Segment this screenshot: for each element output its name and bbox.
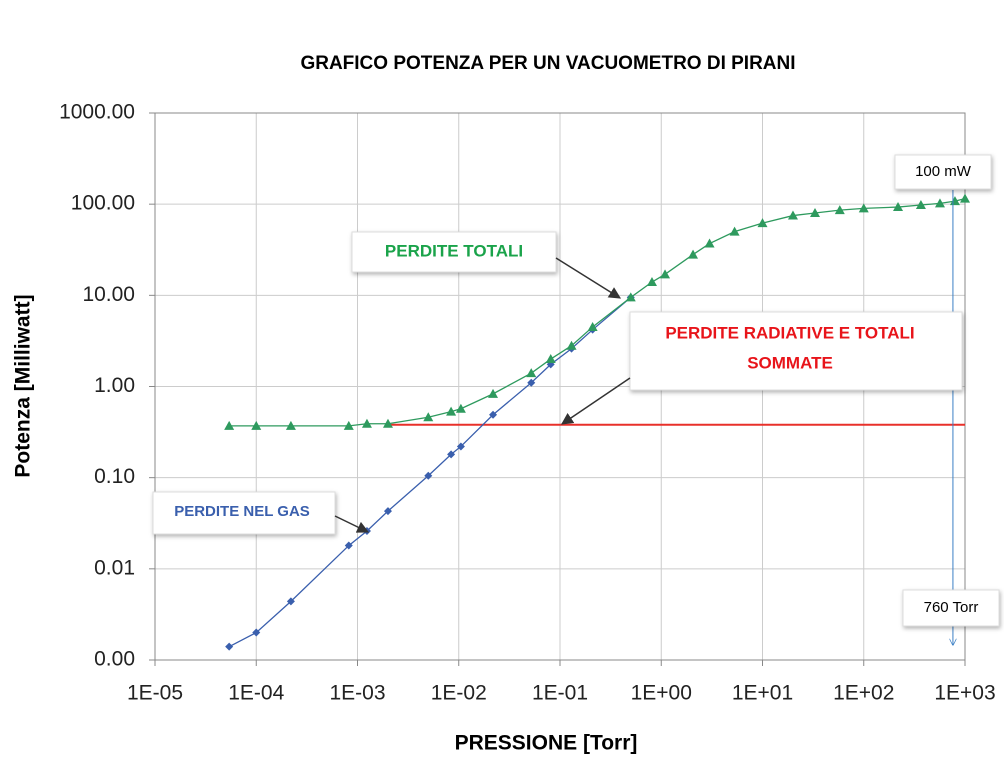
x-tick-label: 1E-03 [329, 682, 385, 705]
y-tick-label: 0.01 [94, 556, 135, 579]
annotation-text: 100 mW [915, 163, 972, 180]
annotation-box [351, 231, 557, 273]
y-tick-label: 1.00 [94, 374, 135, 397]
triangle-point [960, 193, 970, 203]
triangle-point [729, 226, 740, 236]
annotation-text: PERDITE RADIATIVE E TOTALI [665, 323, 914, 342]
annotation-arrow [334, 515, 370, 533]
triangle-point [526, 368, 537, 378]
triangle-point [858, 203, 869, 213]
triangle-point [343, 420, 354, 430]
triangle-point [704, 238, 715, 248]
y-tick-label: 1000.00 [59, 101, 135, 124]
diamond-point [447, 450, 456, 459]
annotation-box [902, 589, 1000, 627]
series-line [229, 198, 966, 427]
annotation-arrow [555, 257, 622, 299]
y-tick-label: 0.00 [94, 648, 135, 671]
triangle-point [423, 412, 434, 422]
annotation-arrow [561, 377, 631, 425]
annotation-box [629, 311, 963, 391]
x-tick-label: 1E-02 [431, 682, 487, 705]
diamond-point [252, 628, 261, 637]
annotation-text: 760 Torr [924, 599, 979, 616]
x-tick-label: 1E+00 [631, 682, 692, 705]
triangle-point [915, 199, 926, 209]
x-axis-label: PRESSIONE [Torr] [455, 732, 638, 755]
y-tick-label: 10.00 [82, 283, 135, 306]
triangle-point [757, 218, 768, 228]
x-tick-label: 1E-04 [228, 682, 284, 705]
triangle-point [646, 277, 657, 287]
triangle-point [893, 202, 904, 212]
triangle-point [660, 269, 671, 279]
triangle-point [934, 198, 945, 208]
diamond-point [527, 378, 536, 387]
triangle-point [382, 418, 393, 428]
triangle-point [787, 210, 798, 220]
x-tick-label: 1E-05 [127, 682, 183, 705]
diamond-point [286, 597, 295, 606]
triangle-point [688, 249, 699, 259]
annotation-box [152, 491, 336, 535]
triangle-point [361, 418, 372, 428]
diamond-point [489, 410, 498, 419]
diamond-point [225, 642, 234, 651]
y-axis-label: Potenza [Milliwatt] [12, 294, 35, 477]
triangle-point [566, 340, 577, 350]
triangle-point [251, 420, 262, 430]
x-tick-label: 1E+02 [833, 682, 894, 705]
y-tick-label: 0.10 [94, 465, 135, 488]
triangle-point [224, 420, 235, 430]
triangle-point [834, 205, 845, 215]
annotation-text: PERDITE TOTALI [385, 241, 523, 260]
triangle-point [809, 208, 820, 218]
x-tick-label: 1E-01 [532, 682, 588, 705]
chart-title: GRAFICO POTENZA PER UN VACUOMETRO DI PIR… [300, 53, 795, 74]
triangle-point [587, 321, 598, 331]
triangle-point [488, 388, 499, 398]
annotation-text: PERDITE NEL GAS [174, 503, 310, 520]
annotation-text: SOMMATE [747, 353, 833, 372]
triangle-point [446, 406, 457, 416]
triangle-point [545, 354, 556, 364]
y-tick-label: 100.00 [71, 192, 135, 215]
diamond-point [456, 442, 465, 451]
x-tick-label: 1E+03 [934, 682, 995, 705]
triangle-point [625, 292, 636, 302]
triangle-point [455, 403, 466, 413]
triangle-point [285, 420, 296, 430]
plot-frame [154, 112, 966, 661]
annotation-box [894, 154, 992, 190]
diamond-point [344, 541, 353, 550]
diamond-point [383, 507, 392, 516]
x-tick-label: 1E+01 [732, 682, 793, 705]
diamond-point [424, 471, 433, 480]
